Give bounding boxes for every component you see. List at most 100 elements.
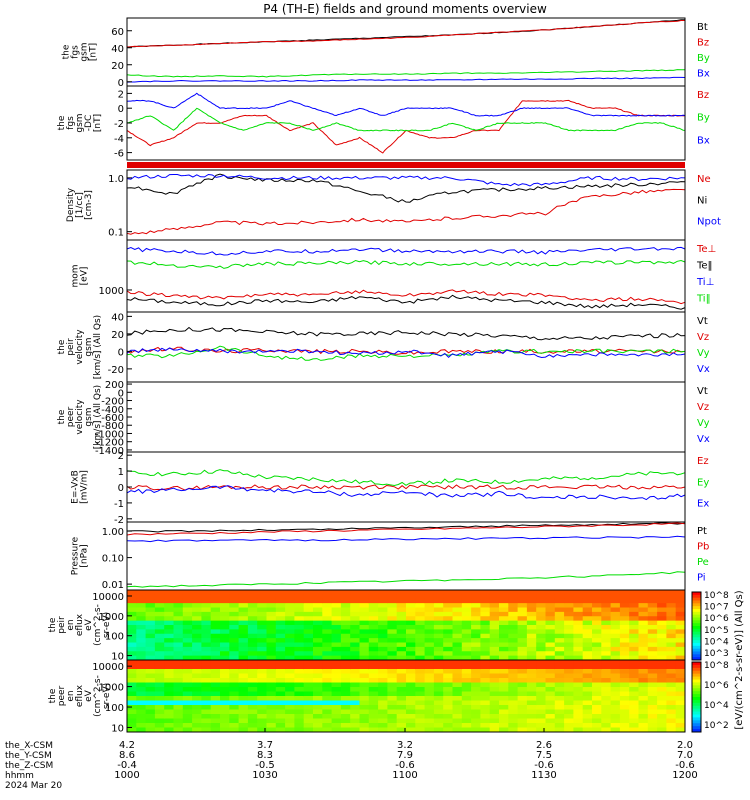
heatmap-cell xyxy=(340,705,351,710)
heatmap-cell xyxy=(666,603,677,608)
heatmap-cell xyxy=(313,638,323,643)
heatmap-cell xyxy=(415,714,426,719)
heatmap-cell xyxy=(173,633,184,639)
heatmap-cell xyxy=(229,718,240,724)
heatmap-cell xyxy=(508,700,519,706)
heatmap-cell xyxy=(564,682,574,688)
heatmap-cell xyxy=(275,691,286,697)
heatmap-cell xyxy=(610,651,621,657)
heatmap-cell xyxy=(433,638,444,643)
heatmap-cell xyxy=(443,718,453,724)
heatmap-cell xyxy=(136,611,147,617)
heatmap-cell xyxy=(601,723,612,728)
heatmap-cell xyxy=(136,642,147,648)
heatmap-cell xyxy=(192,673,202,679)
heatmap-cell xyxy=(452,594,463,600)
heatmap-cell xyxy=(601,727,612,733)
heatmap-cell xyxy=(127,660,137,665)
heatmap-cell xyxy=(424,603,435,608)
heatmap-cell xyxy=(433,598,444,604)
heatmap-cell xyxy=(619,705,630,710)
heatmap-cell xyxy=(378,691,388,697)
heatmap-cell xyxy=(573,633,584,639)
heatmap-cell xyxy=(452,629,463,635)
heatmap-cell xyxy=(461,651,472,657)
heatmap-cell xyxy=(238,705,249,710)
heatmap-cell xyxy=(657,714,667,719)
heatmap-cell xyxy=(257,620,267,626)
heatmap-cell xyxy=(182,709,193,715)
y-axis-label: Density xyxy=(66,187,76,222)
heatmap-cell xyxy=(471,607,481,613)
heatmap-cell xyxy=(192,590,202,595)
heatmap-cell xyxy=(601,642,612,648)
heatmap-cell xyxy=(238,669,249,674)
heatmap-cell xyxy=(517,727,528,733)
heatmap-cell xyxy=(536,646,546,652)
heatmap-cell xyxy=(499,594,509,600)
heatmap-cell xyxy=(610,646,621,652)
heatmap-cell xyxy=(322,664,333,670)
colorbar-cell xyxy=(692,620,701,624)
heatmap-cell xyxy=(545,727,556,733)
heatmap-cell xyxy=(173,664,184,670)
heatmap-cell xyxy=(145,660,156,665)
heatmap-cell xyxy=(443,655,453,661)
heatmap-cell xyxy=(322,642,333,648)
y-axis-label: sr-eV) xyxy=(102,683,112,709)
heatmap-cell xyxy=(145,696,156,701)
heatmap-cell xyxy=(564,669,574,674)
heatmap-cell xyxy=(136,655,147,661)
heatmap-cell xyxy=(638,594,649,600)
heatmap-cell xyxy=(387,594,398,600)
heatmap-cell xyxy=(666,655,677,661)
heatmap-cell xyxy=(526,603,537,608)
heatmap-cell xyxy=(331,607,342,613)
heatmap-cell xyxy=(378,660,388,665)
heatmap-cell xyxy=(619,646,630,652)
footer-value: 3.2 xyxy=(397,740,413,751)
heatmap-cell xyxy=(573,625,584,630)
heatmap-cell xyxy=(145,700,156,706)
heatmap-cell xyxy=(564,709,574,715)
heatmap-cell xyxy=(443,598,453,604)
legend-entry: Npot xyxy=(697,217,721,228)
heatmap-cell xyxy=(433,678,444,683)
colorbar-cell xyxy=(692,711,701,715)
heatmap-cell xyxy=(601,607,612,613)
heatmap-cell xyxy=(396,594,407,600)
y-axis-label: [cm-3] xyxy=(84,190,94,220)
heatmap-cell xyxy=(545,642,556,648)
heatmap-cell xyxy=(499,638,509,643)
heatmap-cell xyxy=(424,664,435,670)
heatmap-cell xyxy=(182,678,193,683)
heatmap-cell xyxy=(610,691,621,697)
heatmap-cell xyxy=(285,727,295,733)
heatmap-cell xyxy=(666,607,677,613)
heatmap-cell xyxy=(266,691,277,697)
heatmap-cell xyxy=(154,727,165,733)
heatmap-cell xyxy=(657,673,667,679)
heatmap-cell xyxy=(229,625,240,630)
heatmap-cell xyxy=(238,678,249,683)
heatmap-cell xyxy=(359,603,370,608)
heatmap-cell xyxy=(275,687,286,692)
heatmap-cell xyxy=(554,607,565,613)
y-axis-label: gsm xyxy=(80,42,90,61)
heatmap-cell xyxy=(247,682,258,688)
heatmap-cell xyxy=(666,625,677,630)
heatmap-cell xyxy=(592,633,602,639)
heatmap-cell xyxy=(331,696,342,701)
heatmap-cell xyxy=(303,603,314,608)
heatmap-cell xyxy=(517,714,528,719)
heatmap-cell xyxy=(285,669,295,674)
heatmap-cell xyxy=(220,646,230,652)
footer-value: 1030 xyxy=(252,770,277,781)
heatmap-cell xyxy=(526,696,537,701)
heatmap-cell xyxy=(210,691,221,697)
heatmap-cell xyxy=(396,723,407,728)
heatmap-cell xyxy=(294,638,305,643)
heatmap-cell xyxy=(257,687,267,692)
heatmap-cell xyxy=(573,696,584,701)
